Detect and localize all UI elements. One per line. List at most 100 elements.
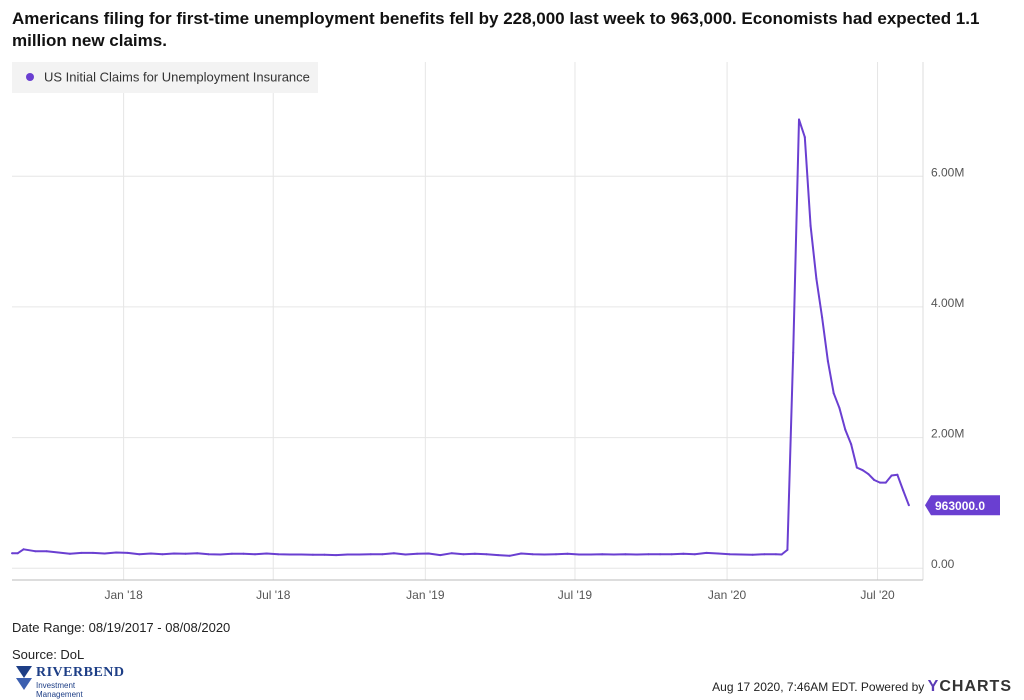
- axis-layer: 0.00 2.00M 4.00M 6.00M Jan '18 Jul '18 Jan '19…: [12, 165, 964, 602]
- data-point: [520, 552, 523, 555]
- data-point: [485, 553, 488, 556]
- legend-swatch: [26, 73, 34, 81]
- last-value-tag: 963000.0: [925, 495, 1000, 516]
- data-point: [798, 118, 800, 121]
- legend-background: [12, 62, 318, 93]
- data-point: [884, 481, 887, 484]
- data-point: [612, 553, 615, 556]
- x-tick-label: Jan '20: [708, 588, 747, 602]
- data-point: [803, 136, 806, 139]
- data-point: [335, 554, 338, 557]
- data-point: [531, 553, 534, 556]
- data-point: [45, 550, 48, 553]
- data-point: [832, 392, 835, 395]
- data-point: [861, 469, 864, 472]
- data-point: [867, 473, 870, 476]
- data-point: [682, 552, 685, 555]
- data-point: [254, 553, 256, 556]
- ycharts-logo-y: Y: [927, 678, 940, 695]
- x-tick-label: Jul '18: [256, 588, 291, 602]
- series-line: [12, 118, 910, 557]
- data-point: [659, 553, 662, 556]
- data-point: [774, 553, 777, 556]
- ycharts-logo[interactable]: YCHARTS: [928, 678, 1012, 695]
- data-point: [907, 504, 910, 507]
- data-point: [311, 553, 314, 556]
- data-point: [601, 553, 604, 556]
- data-point: [844, 428, 847, 431]
- data-point: [815, 277, 818, 280]
- data-point: [809, 224, 812, 227]
- timestamp-text: Aug 17 2020, 7:46AM EDT. Powered by: [712, 680, 925, 694]
- data-point: [902, 489, 905, 492]
- data-point: [670, 553, 673, 556]
- data-point: [780, 553, 783, 556]
- data-point: [705, 551, 708, 554]
- source-note: Source: DoL: [12, 647, 85, 662]
- data-point: [751, 553, 754, 556]
- data-point: [346, 553, 349, 556]
- y-tick-label: 2.00M: [931, 427, 964, 441]
- data-point: [16, 552, 19, 555]
- value-tag-text: 963000.0: [935, 499, 985, 513]
- x-tick-label: Jan '19: [406, 588, 445, 602]
- data-point: [219, 553, 222, 556]
- data-point: [242, 552, 245, 555]
- data-point: [173, 552, 175, 555]
- data-point: [184, 552, 187, 555]
- data-point: [821, 316, 824, 319]
- data-point: [404, 553, 407, 556]
- date-range: Date Range: 08/19/2017 - 08/08/2020: [12, 620, 231, 635]
- data-point: [636, 553, 638, 556]
- data-point: [740, 553, 743, 556]
- data-point: [427, 552, 430, 555]
- y-tick-label: 4.00M: [931, 296, 964, 310]
- data-point: [207, 553, 210, 556]
- data-point: [265, 552, 268, 555]
- data-point: [323, 553, 326, 556]
- data-point: [149, 552, 152, 555]
- grid-layer: [12, 62, 924, 580]
- data-point: [138, 553, 141, 556]
- data-point: [624, 553, 627, 556]
- data-point: [92, 551, 94, 554]
- data-point: [68, 552, 71, 555]
- data-point: [826, 360, 829, 363]
- legend-label: US Initial Claims for Unemployment Insur…: [44, 70, 310, 85]
- x-tick-label: Jul '19: [558, 588, 593, 602]
- logo-wordmark: RIVERBEND: [36, 665, 125, 680]
- data-point: [230, 552, 233, 555]
- data-point: [196, 552, 199, 555]
- data-point: [392, 552, 395, 555]
- x-tick-label: Jan '18: [104, 588, 143, 602]
- riverbend-logo-icon: [16, 666, 32, 690]
- data-point: [717, 552, 719, 555]
- data-point: [450, 552, 453, 555]
- legend[interactable]: US Initial Claims for Unemployment Insur…: [12, 62, 318, 93]
- credit-line: Aug 17 2020, 7:46AM EDT. Powered by YCHA…: [712, 678, 1012, 696]
- chart-title: Americans filing for first-time unemploy…: [12, 9, 980, 50]
- series-layer: [11, 118, 910, 557]
- data-point: [763, 553, 766, 556]
- y-tick-label: 0.00: [931, 557, 955, 571]
- data-point: [358, 553, 361, 556]
- data-point: [381, 553, 384, 556]
- data-point: [589, 553, 592, 556]
- data-point: [555, 553, 557, 556]
- ycharts-logo-text: CHARTS: [939, 678, 1012, 695]
- riverbend-logo: RIVERBEND Investment Management: [14, 664, 125, 699]
- data-point: [508, 554, 511, 557]
- x-tick-label: Jul '20: [860, 588, 895, 602]
- chart-area: 0.00 2.00M 4.00M 6.00M Jan '18 Jul '18 Jan '19…: [11, 62, 1000, 602]
- data-point: [277, 553, 280, 556]
- data-point: [578, 553, 581, 556]
- data-point: [728, 553, 731, 556]
- y-tick-label: 6.00M: [931, 165, 964, 179]
- data-point: [473, 552, 476, 555]
- data-point: [647, 553, 650, 556]
- data-point: [693, 553, 696, 556]
- data-point: [369, 553, 372, 556]
- data-point: [890, 474, 893, 477]
- data-point: [879, 481, 881, 484]
- data-point: [80, 551, 83, 554]
